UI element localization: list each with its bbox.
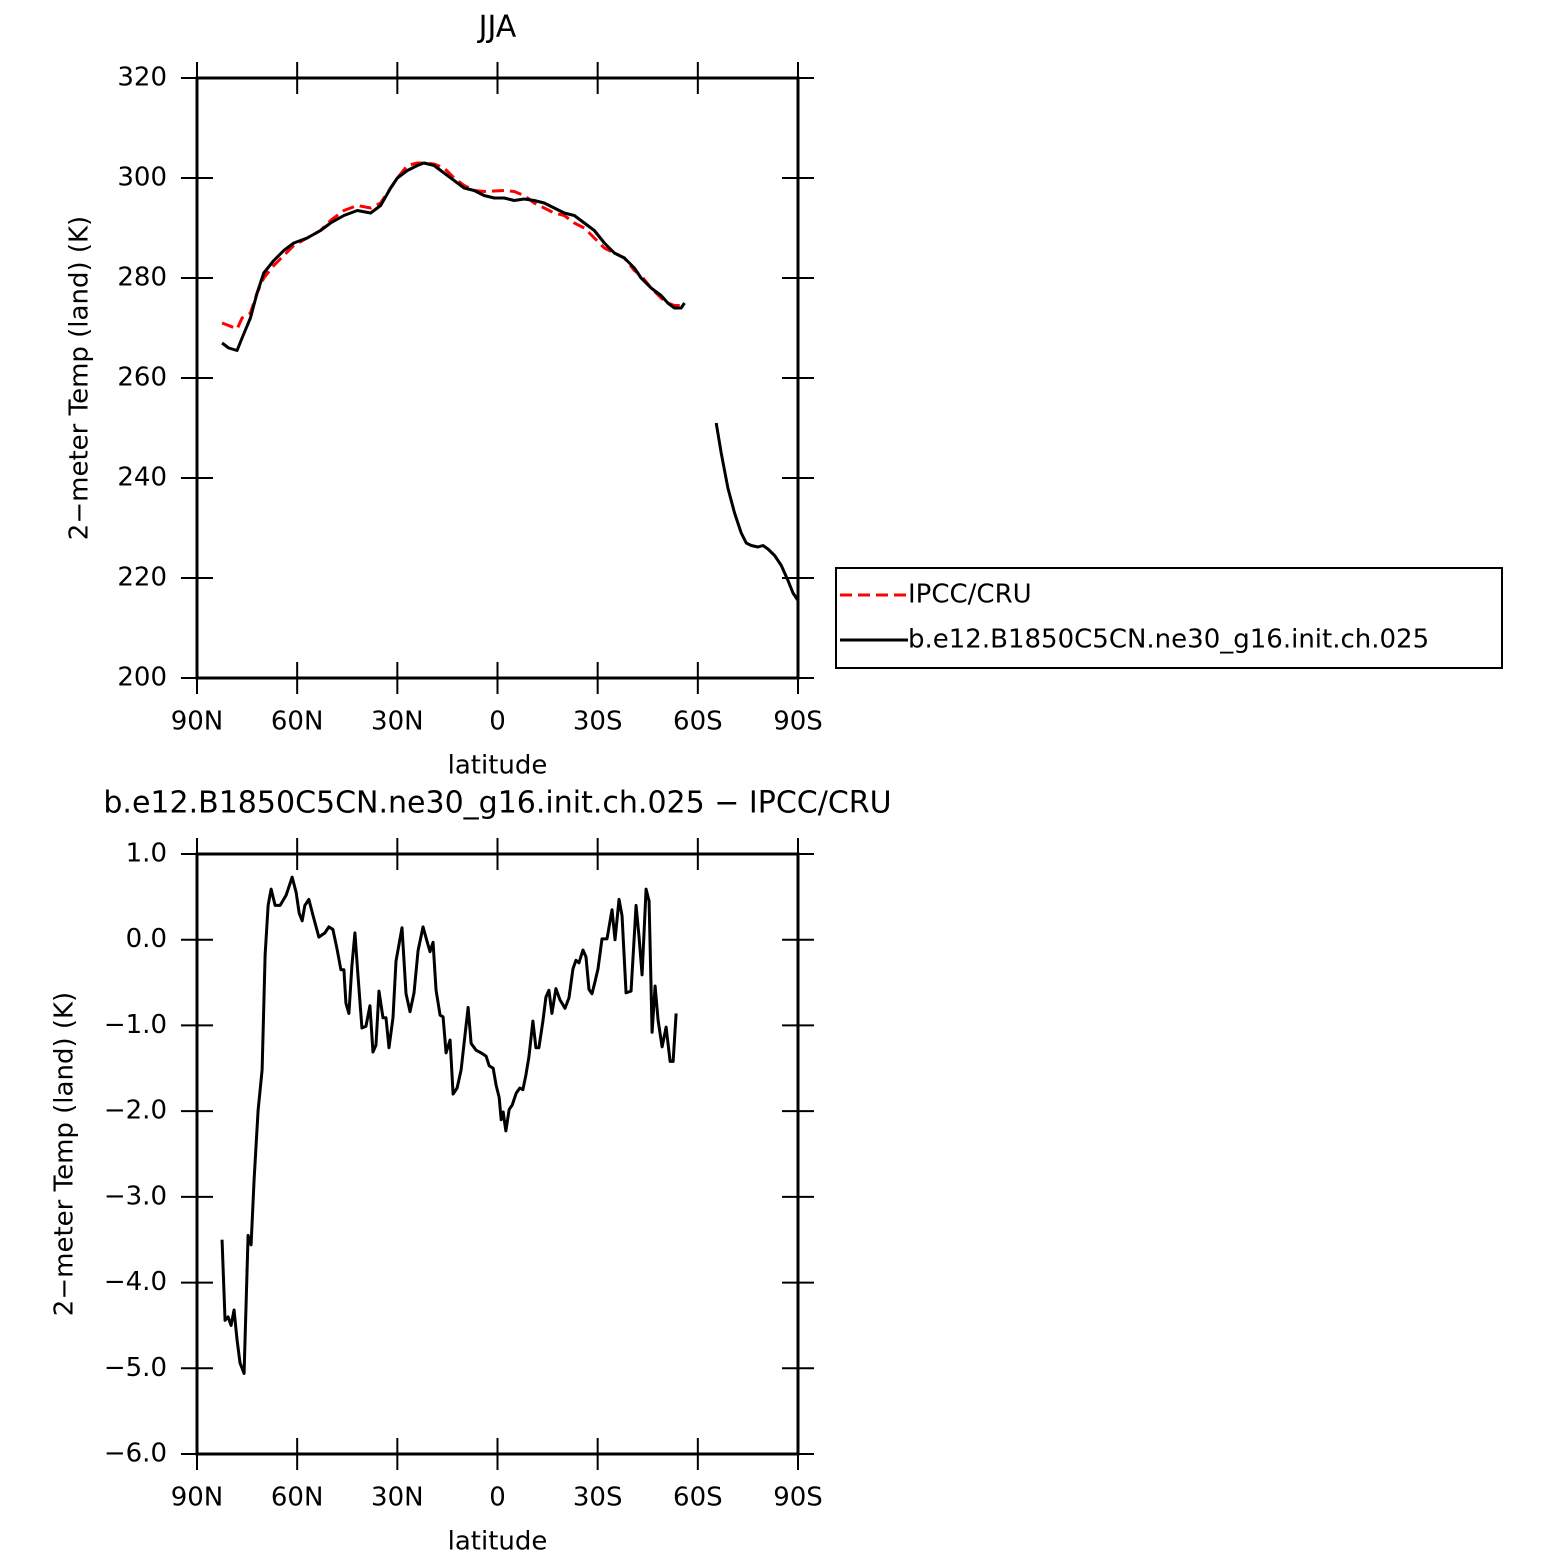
plot-frame — [195, 852, 800, 1456]
x-tick-label: 30N — [371, 707, 424, 737]
x-axis-label: latitude — [448, 751, 548, 781]
legend-box — [835, 567, 1503, 669]
x-tick-label: 60N — [271, 1483, 324, 1513]
x-tick-label: 30S — [573, 707, 623, 737]
x-tick-label: 60N — [271, 707, 324, 737]
y-tick-label: −1.0 — [104, 1010, 167, 1040]
y-axis-label: 2−meter Temp (land) (K) — [65, 216, 95, 540]
data-line — [714, 422, 800, 602]
x-tick-label: 90S — [773, 707, 823, 737]
x-tick-label: 0 — [489, 1483, 506, 1513]
x-tick-label: 0 — [489, 707, 506, 737]
y-tick-label: −3.0 — [104, 1181, 167, 1211]
y-tick-label: 200 — [117, 663, 167, 693]
x-tick-label: 60S — [673, 1483, 723, 1513]
chart-title: b.e12.B1850C5CN.ne30_g16.init.ch.025 − I… — [103, 786, 891, 821]
y-tick-label: 1.0 — [126, 839, 167, 869]
legend-label: IPCC/CRU — [908, 580, 1032, 610]
y-tick-label: −5.0 — [104, 1353, 167, 1383]
data-line — [221, 161, 686, 352]
y-axis-label: 2−meter Temp (land) (K) — [50, 992, 80, 1316]
y-tick-label: 0.0 — [126, 924, 167, 954]
data-line — [220, 875, 678, 1375]
x-tick-label: 90N — [171, 707, 224, 737]
x-tick-label: 30N — [371, 1483, 424, 1513]
y-tick-label: 300 — [117, 163, 167, 193]
x-tick-label: 90S — [773, 1483, 823, 1513]
chart-title: JJA — [477, 10, 517, 45]
y-tick-label: 220 — [117, 563, 167, 593]
y-tick-label: 260 — [117, 363, 167, 393]
y-tick-label: −6.0 — [104, 1439, 167, 1469]
x-tick-label: 30S — [573, 1483, 623, 1513]
y-tick-label: −4.0 — [104, 1267, 167, 1297]
y-tick-label: 320 — [117, 63, 167, 93]
y-tick-label: 240 — [117, 463, 167, 493]
x-tick-label: 60S — [673, 707, 723, 737]
plot-frame — [195, 76, 800, 680]
x-axis-label: latitude — [448, 1527, 548, 1557]
legend-label: b.e12.B1850C5CN.ne30_g16.init.ch.025 — [908, 625, 1429, 655]
y-tick-label: −2.0 — [104, 1096, 167, 1126]
x-tick-label: 90N — [171, 1483, 224, 1513]
y-tick-label: 280 — [117, 263, 167, 293]
